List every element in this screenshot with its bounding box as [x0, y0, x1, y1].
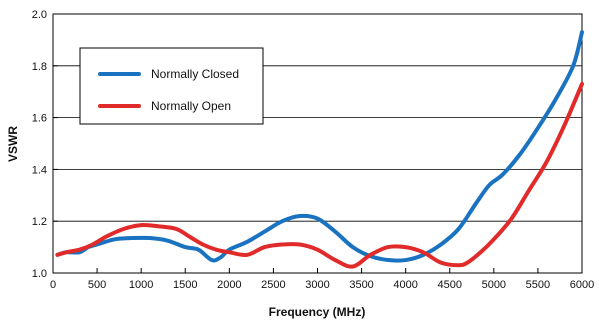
legend-label-normally-open: Normally Open	[151, 99, 231, 113]
y-tick-label: 1.2	[32, 216, 47, 228]
series-line-normally-open	[55, 81, 584, 269]
y-tick-label: 2.0	[32, 9, 47, 21]
y-tick-label: 1.0	[32, 268, 47, 280]
legend-label-normally-closed: Normally Closed	[151, 67, 239, 81]
x-tick-label: 3500	[349, 279, 373, 291]
x-tick-label: 6000	[570, 279, 594, 291]
legend: Normally Closed Normally Open	[79, 47, 264, 125]
series-lines	[55, 30, 584, 269]
x-tick-label: 3000	[305, 279, 329, 291]
x-tick-label: 4000	[393, 279, 417, 291]
y-tick-label: 1.4	[32, 164, 47, 176]
x-tick-label: 500	[88, 279, 106, 291]
x-tick-label: 2500	[261, 279, 285, 291]
y-axis-title: VSWR	[6, 126, 20, 162]
x-axis-ticks: 0 500 1000 1500 2000 2500 3000 3500 4000 4500 5000…	[50, 268, 594, 291]
x-tick-label: 4500	[438, 279, 462, 291]
legend-box	[79, 47, 264, 125]
x-tick-label: 1500	[173, 279, 197, 291]
x-tick-label: 5000	[482, 279, 506, 291]
x-tick-label: 0	[50, 279, 56, 291]
x-tick-label: 5500	[526, 279, 550, 291]
y-tick-label: 1.6	[32, 113, 47, 125]
x-tick-label: 2000	[217, 279, 241, 291]
x-tick-label: 1000	[129, 279, 153, 291]
x-axis-title: Frequency (MHz)	[269, 305, 366, 319]
series-line-normally-closed	[55, 30, 584, 263]
y-tick-label: 1.8	[32, 61, 47, 73]
y-axis-ticks: 1.0 1.2 1.4 1.6 1.8 2.0	[32, 9, 58, 280]
